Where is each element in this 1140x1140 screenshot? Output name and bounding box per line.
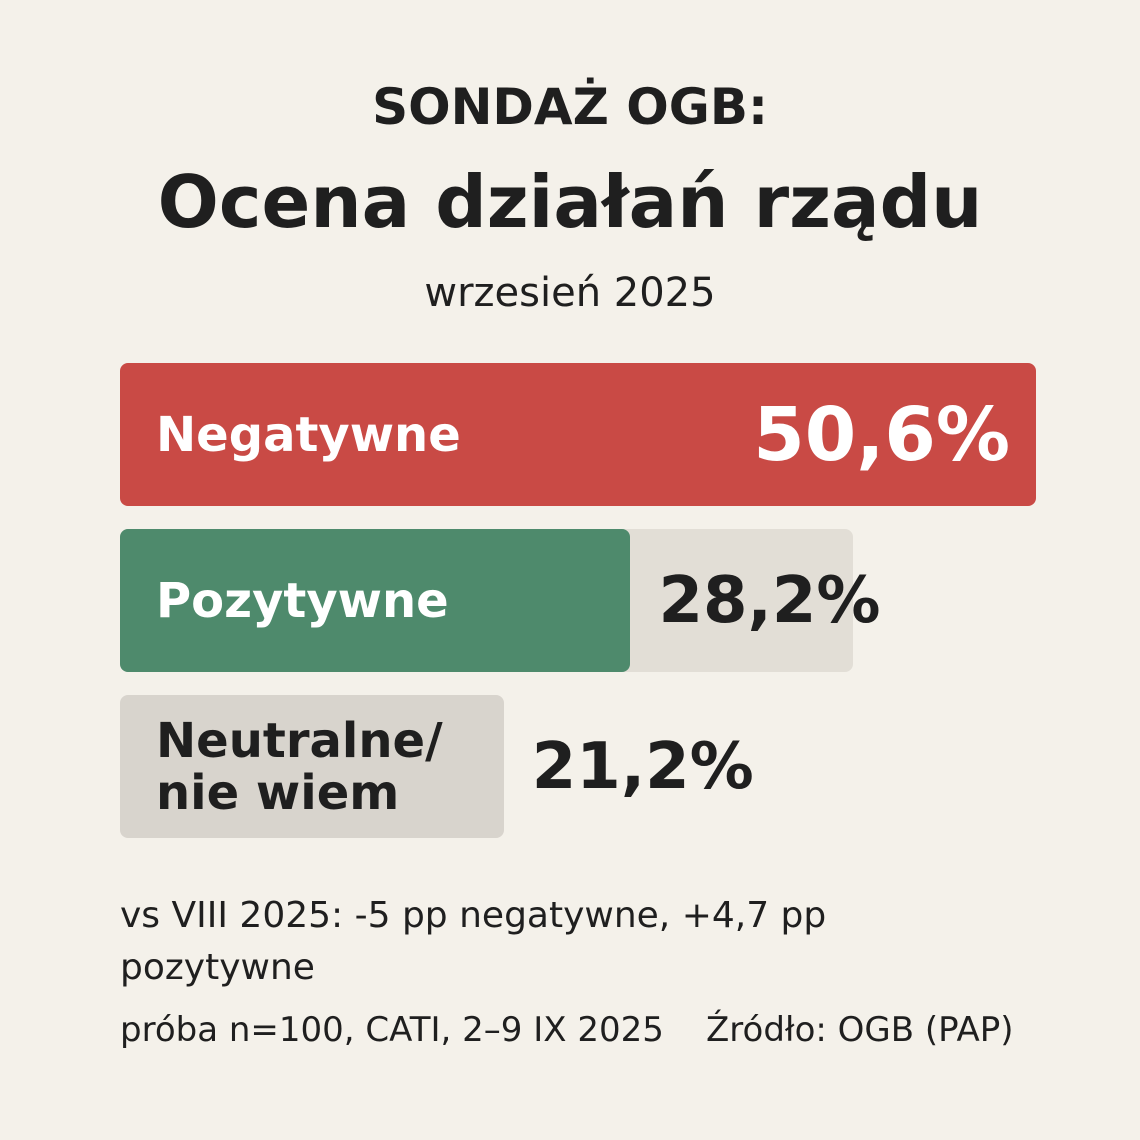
bar <box>120 529 631 672</box>
category-label: Neutralne/ nie wiem <box>156 712 443 821</box>
value-label: 50,6% <box>753 391 1010 478</box>
comparison-note: vs VIII 2025: -5 pp negatywne, +4,7 pp p… <box>120 895 827 988</box>
subtitle: Ocena działań rządu <box>157 160 983 244</box>
source: Źródło: OGB (PAP) <box>706 1010 1014 1050</box>
value-label: 21,2% <box>531 729 754 804</box>
category-label: Pozytywne <box>156 572 449 629</box>
bar <box>120 363 1036 506</box>
category-label: Negatywne <box>156 406 461 463</box>
date: wrzesień 2025 <box>424 270 716 316</box>
value-label: 28,2% <box>658 563 881 638</box>
title: SONDAŻ OGB: <box>372 78 768 136</box>
sample-info: próba n=100, CATI, 2–9 IX 2025 <box>120 1010 664 1050</box>
bar <box>120 695 504 838</box>
